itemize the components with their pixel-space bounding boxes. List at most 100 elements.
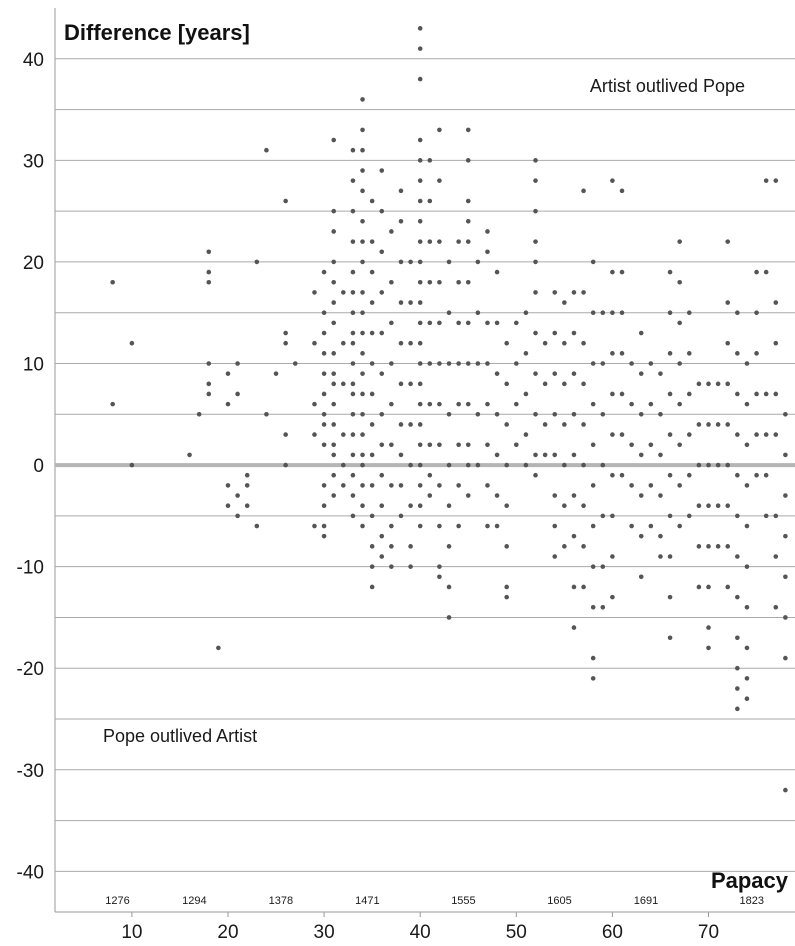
data-point (379, 442, 385, 448)
data-point (417, 198, 423, 204)
data-point (552, 290, 558, 295)
data-point (360, 239, 365, 244)
data-point (638, 533, 644, 539)
data-point (715, 422, 721, 427)
data-point (763, 432, 769, 437)
x-tick-label: 40 (410, 922, 431, 943)
data-point (667, 391, 673, 397)
data-point (456, 361, 461, 366)
data-point (206, 269, 212, 275)
data-point (513, 320, 519, 326)
data-point (465, 279, 471, 285)
data-point (360, 483, 365, 488)
data-point (408, 300, 413, 305)
data-point (552, 411, 558, 417)
data-point (735, 432, 740, 437)
y-tick-label: -40 (17, 862, 44, 883)
data-point (581, 422, 586, 427)
data-point (706, 381, 711, 387)
data-point (427, 279, 433, 285)
data-point (763, 178, 769, 183)
data-point (619, 269, 625, 275)
data-point (187, 452, 192, 458)
data-point (417, 137, 423, 143)
data-point (590, 401, 596, 407)
data-point (389, 544, 394, 549)
data-point (417, 46, 423, 51)
data-point (350, 411, 356, 417)
data-point (389, 442, 394, 448)
data-point (725, 584, 731, 590)
data-point (350, 432, 356, 437)
data-point (360, 411, 365, 417)
data-point (783, 615, 788, 620)
data-point (398, 259, 404, 265)
data-point (283, 340, 288, 346)
data-point (504, 544, 509, 549)
data-point (513, 442, 519, 448)
data-point (744, 401, 750, 407)
data-point (408, 340, 413, 346)
data-point (629, 523, 634, 529)
data-point (321, 422, 327, 427)
data-point (417, 503, 423, 509)
data-point (206, 391, 212, 397)
data-point (754, 351, 759, 356)
data-point (465, 219, 471, 224)
data-point (600, 411, 606, 417)
data-point (417, 523, 423, 529)
data-point (437, 401, 442, 407)
data-point (552, 493, 558, 498)
data-point (350, 208, 356, 214)
data-point (379, 554, 385, 559)
data-point (773, 554, 779, 559)
data-point (542, 340, 548, 346)
data-point (446, 544, 452, 549)
annotation-artist-outlived-pope: Artist outlived Pope (590, 76, 745, 96)
data-point (485, 442, 490, 448)
data-point (196, 411, 202, 417)
data-point (437, 320, 442, 326)
data-point (706, 584, 711, 590)
data-point (389, 279, 394, 285)
data-point (321, 503, 327, 509)
data-point (494, 371, 500, 376)
data-point (504, 381, 509, 387)
data-point (446, 361, 452, 366)
y-tick-labels: 40 30 20 10 0 -10 -20 -30 -40 (17, 50, 44, 884)
data-point (312, 290, 317, 295)
data-point (369, 330, 375, 336)
data-point (389, 361, 394, 366)
data-point (783, 411, 788, 417)
data-point (533, 290, 538, 295)
data-point (379, 208, 385, 214)
data-point (754, 432, 759, 437)
data-point (581, 462, 586, 468)
data-point (648, 361, 654, 366)
data-point (446, 259, 452, 265)
data-point (417, 300, 423, 305)
data-point (360, 290, 365, 295)
data-point (629, 442, 634, 448)
data-point (629, 483, 634, 488)
data-point (677, 279, 682, 285)
data-point (350, 381, 356, 387)
data-point (590, 442, 596, 448)
data-point (504, 340, 509, 346)
data-point (417, 259, 423, 265)
data-point (571, 290, 577, 295)
data-point (744, 564, 750, 569)
data-point (475, 310, 481, 316)
data-point (417, 219, 423, 224)
data-point (725, 462, 731, 468)
data-point (465, 401, 471, 407)
data-point (408, 381, 413, 387)
data-point (504, 462, 509, 468)
data-point (446, 462, 452, 468)
data-point (331, 472, 337, 478)
data-point (437, 564, 442, 569)
data-point (725, 544, 731, 549)
x-tick-label: 10 (121, 922, 142, 943)
data-point (417, 26, 423, 31)
data-point (773, 604, 779, 610)
